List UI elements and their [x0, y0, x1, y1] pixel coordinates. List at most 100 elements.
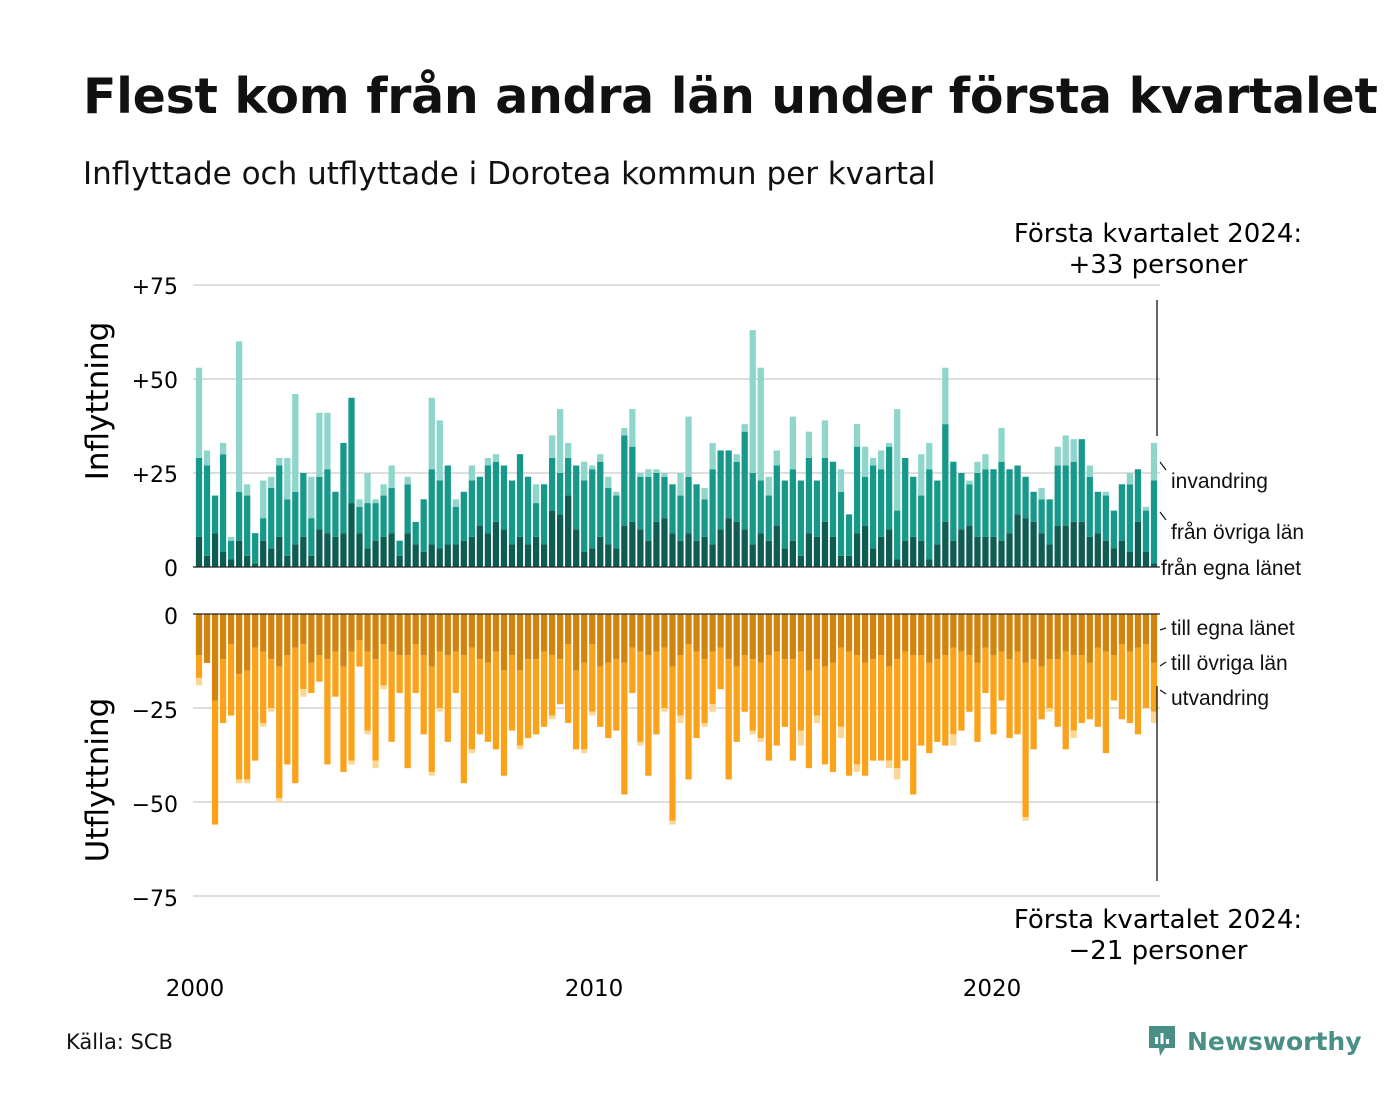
bar-in-egna	[388, 533, 395, 567]
bar-in-egna	[1006, 533, 1013, 567]
bar-out-egna	[1038, 614, 1045, 667]
bar-in-invandring	[388, 465, 395, 489]
bar-out-egna	[1126, 614, 1134, 652]
bar-in-ovriga	[284, 499, 291, 556]
bar-out-egna	[573, 614, 580, 671]
bar-in-ovriga	[701, 499, 708, 537]
bar-in-egna	[894, 559, 901, 567]
bar-out-egna	[203, 614, 211, 663]
bar-out-ovriga	[1142, 644, 1150, 708]
bar-in-invandring	[886, 442, 893, 447]
bar-in-egna	[910, 536, 917, 567]
bar-in-ovriga	[1014, 465, 1021, 515]
bar-in-ovriga	[950, 461, 957, 541]
bar-in-egna	[613, 548, 620, 567]
bar-out-ovriga	[219, 659, 227, 724]
bar-out-ovriga	[557, 659, 564, 705]
bar-out-utvandring	[837, 726, 845, 739]
bar-in-egna	[765, 540, 772, 567]
bar-in-invandring	[998, 427, 1005, 462]
bar-out-egna	[340, 614, 347, 667]
bar-in-egna	[1150, 563, 1158, 567]
bar-in-ovriga	[500, 465, 508, 530]
chart-title: Flest kom från andra län under första kv…	[83, 68, 1378, 125]
bar-in-ovriga	[316, 476, 323, 530]
ytick-out-25: −25	[132, 699, 178, 724]
bar-in-egna	[1134, 521, 1142, 567]
bar-out-ovriga	[966, 655, 973, 712]
bar-in-egna	[404, 533, 411, 567]
legend-label-ovriga-ut: till övriga län	[1171, 652, 1288, 675]
bar-out-egna	[388, 614, 395, 652]
bar-in-invandring	[1054, 446, 1061, 466]
bar-in-egna	[420, 551, 427, 567]
bar-in-ovriga	[372, 503, 379, 541]
annotation-bottom-line2: −21 personer	[1069, 936, 1248, 966]
bar-in-ovriga	[396, 540, 403, 556]
bar-out-ovriga	[998, 651, 1005, 701]
bar-in-invandring	[1038, 488, 1045, 500]
xtick-2000: 2000	[166, 976, 225, 1002]
bar-in-invandring	[918, 454, 925, 496]
bar-in-ovriga	[1030, 491, 1037, 522]
bar-out-ovriga	[252, 647, 259, 761]
bar-out-ovriga	[813, 659, 821, 716]
bar-in-ovriga	[444, 465, 451, 545]
bar-out-ovriga	[412, 644, 419, 693]
bar-out-egna	[227, 614, 235, 645]
bar-out-utvandring	[244, 779, 251, 784]
bar-out-utvandring	[436, 708, 443, 712]
bar-in-ovriga	[219, 454, 227, 552]
bar-out-ovriga	[284, 655, 291, 765]
annotation-top-line1: Första kvartalet 2024:	[1014, 219, 1302, 249]
bar-in-ovriga	[982, 469, 989, 537]
bar-in-egna	[396, 555, 403, 567]
bar-in-egna	[934, 544, 941, 567]
bar-out-egna	[1086, 614, 1093, 663]
bar-in-egna	[348, 503, 355, 567]
bar-out-ovriga	[1022, 662, 1029, 818]
bar-out-egna	[195, 614, 203, 656]
bar-in-ovriga	[1110, 510, 1117, 549]
bar-out-ovriga	[260, 651, 267, 724]
bar-out-utvandring	[195, 677, 203, 686]
bar-in-invandring	[741, 424, 748, 432]
bar-out-utvandring	[669, 820, 676, 825]
bar-out-egna	[950, 614, 957, 648]
bar-out-ovriga	[637, 651, 644, 742]
bar-in-egna	[869, 548, 877, 567]
bar-out-ovriga	[1078, 655, 1085, 724]
newsworthy-logo-icon	[1149, 1026, 1175, 1056]
bar-in-egna	[725, 518, 732, 567]
bar-out-ovriga	[195, 655, 203, 678]
bar-out-utvandring	[348, 760, 355, 765]
bar-out-egna	[364, 614, 371, 652]
bar-in-ovriga	[412, 521, 419, 545]
bar-in-invandring	[324, 412, 331, 470]
bar-in-ovriga	[492, 461, 500, 522]
bar-out-egna	[308, 614, 315, 663]
bar-in-ovriga	[1094, 491, 1101, 534]
bar-in-ovriga	[757, 480, 764, 534]
bar-in-invandring	[227, 536, 235, 541]
bar-out-ovriga	[829, 662, 837, 772]
bar-out-egna	[990, 614, 997, 656]
bar-in-egna	[1070, 521, 1077, 567]
bar-out-ovriga	[1094, 647, 1101, 727]
bar-out-ovriga	[444, 655, 451, 742]
bar-out-ovriga	[1038, 666, 1045, 720]
bar-in-egna	[621, 525, 628, 567]
bar-in-egna	[845, 555, 853, 567]
bar-out-egna	[532, 614, 540, 660]
bar-in-ovriga	[1102, 495, 1109, 541]
bar-out-ovriga	[268, 659, 275, 708]
bar-in-egna	[902, 540, 909, 567]
bar-in-ovriga	[468, 480, 475, 537]
bar-in-egna	[460, 540, 467, 567]
bar-in-ovriga	[380, 495, 387, 537]
bar-out-egna	[637, 614, 644, 652]
bar-out-egna	[380, 614, 387, 645]
bar-out-egna	[1006, 614, 1013, 660]
bar-out-egna	[1046, 614, 1053, 660]
bar-in-egna	[476, 525, 484, 567]
